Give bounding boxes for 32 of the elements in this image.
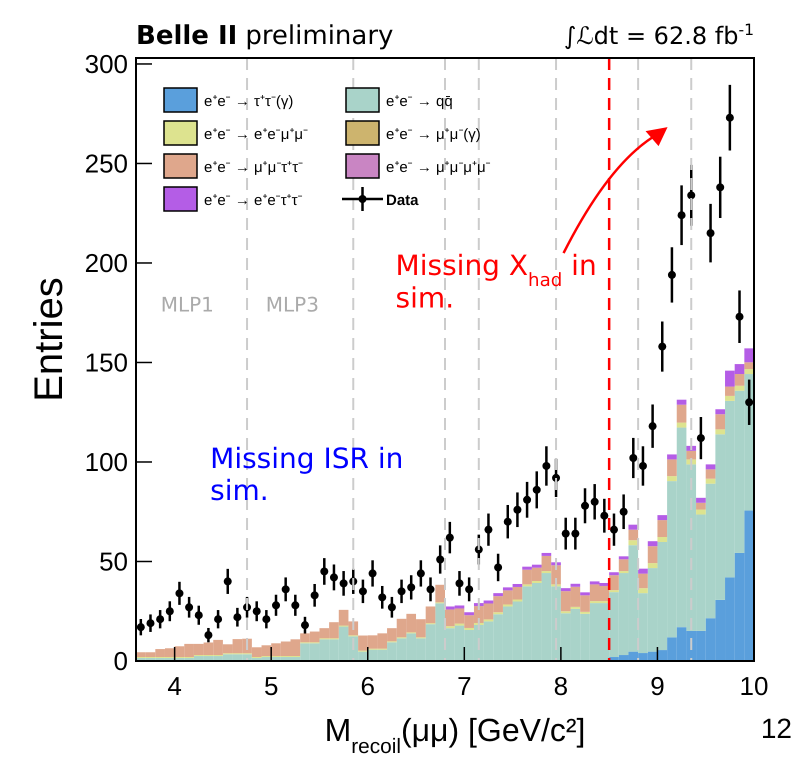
text: 12 (760, 713, 792, 744)
x-tick-label: 8 (554, 671, 568, 701)
x-axis-title: M$_{recoil}$(μμ) [GeV/c²] (324, 712, 586, 758)
y-tick-label: 0 (114, 646, 128, 676)
legend-label: e⁺e⁻ → τ⁺τ⁻(γ) (204, 93, 294, 110)
legend-label: Data (386, 192, 420, 209)
x-tick-label: 6 (360, 671, 375, 701)
x-tick-label: 9 (650, 671, 665, 701)
chart-title: Belle II (136, 21, 238, 51)
x-tick-label: 10 (740, 671, 768, 701)
text: Missing X$_{had}$ in sim. (396, 249, 597, 314)
y-tick-label: 150 (84, 347, 128, 378)
y-tick-label: 50 (99, 546, 128, 576)
legend-label: e⁺e⁻ → μ⁺μ⁻μ⁺μ⁻ (386, 159, 491, 176)
x-tick-label: 7 (457, 671, 472, 701)
legend-label: e⁺e⁻ → μ⁺μ⁻(γ) (386, 126, 481, 143)
legend-label: e⁺e⁻ → e⁺e⁻μ⁺μ⁻ (204, 126, 308, 143)
y-tick-label: 250 (84, 148, 128, 178)
legend-label: e⁺e⁻ → μ⁺μ⁻τ⁺τ⁻ (204, 159, 304, 176)
annotation: MLP3 (266, 292, 319, 316)
y-tick-label: 100 (84, 446, 128, 477)
annotation: Missing ISR in sim. (210, 442, 404, 508)
y-tick-label: 300 (84, 48, 128, 79)
legend-label: e⁺e⁻ → e⁺e⁻τ⁺τ⁻ (204, 192, 303, 209)
legend-label: e⁺e⁻ → qq̄ (386, 93, 453, 110)
text: ∫ℒdt = 62.8 fb$^{-1}$ (564, 21, 754, 50)
annotation: MLP1 (160, 292, 214, 316)
x-tick-label: 5 (264, 671, 278, 701)
x-tick-label: 4 (167, 671, 182, 701)
chart-subtitle: preliminary (245, 21, 394, 51)
y-axis-title: Entries (27, 277, 71, 402)
y-tick-label: 200 (84, 248, 128, 278)
